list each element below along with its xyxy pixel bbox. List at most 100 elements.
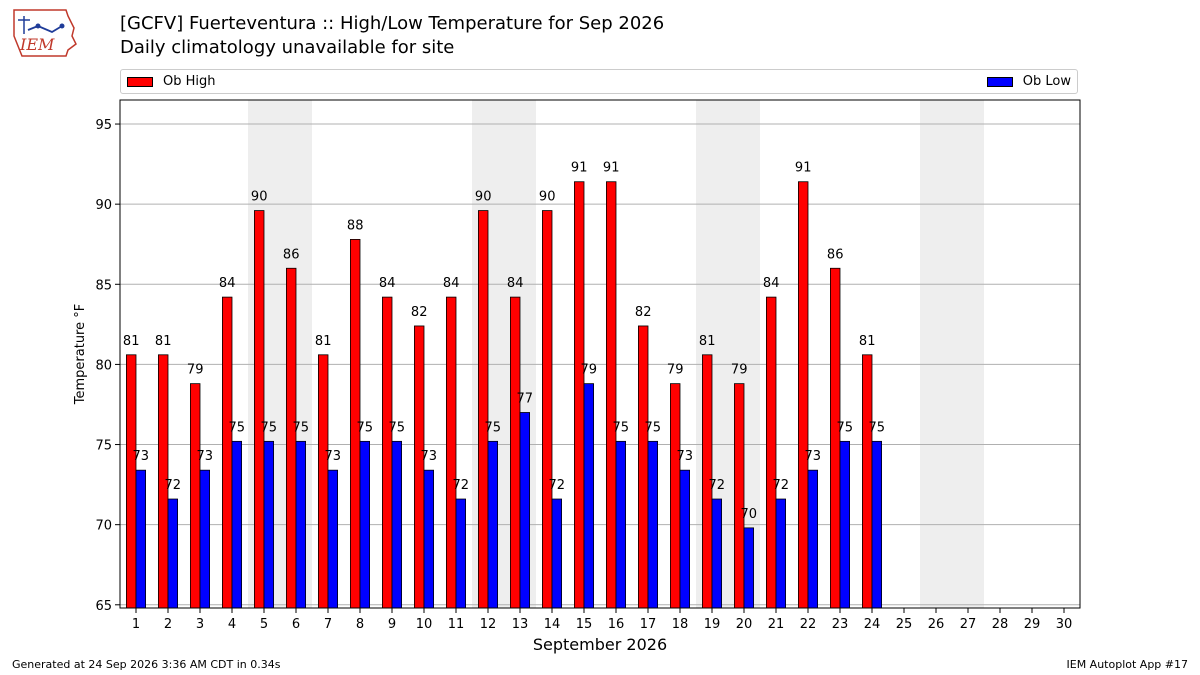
chart-title: [GCFV] Fuerteventura :: High/Low Tempera… — [120, 13, 665, 34]
bar-high-22 — [798, 181, 809, 609]
bar-low-22 — [807, 469, 819, 609]
data-label-high-12: 90 — [475, 190, 492, 205]
bar-high-20 — [734, 383, 745, 609]
y-axis-label: Temperature °F — [73, 304, 88, 405]
bar-high-10 — [413, 325, 425, 609]
data-label-low-19: 72 — [709, 478, 726, 493]
weekend-band-20 — [728, 100, 760, 608]
legend-swatch-high — [127, 76, 153, 87]
x-tick-label-6: 6 — [292, 617, 300, 632]
data-label-low-17: 75 — [645, 420, 662, 435]
data-label-low-21: 72 — [773, 478, 790, 493]
chart-subtitle: Daily climatology unavailable for site — [120, 37, 455, 58]
data-label-high-5: 90 — [251, 190, 268, 205]
y-axis: 65 70 75 80 85 90 95 — [95, 118, 120, 614]
bar-high-24 — [862, 354, 873, 609]
legend-label-high: Ob High — [163, 74, 216, 89]
y-tick-label-80: 80 — [95, 358, 112, 373]
data-label-high-13: 84 — [507, 276, 524, 291]
y-tick-label-75: 75 — [95, 439, 112, 454]
data-label-high-6: 86 — [283, 247, 300, 262]
weekend-band-19 — [696, 100, 728, 608]
bar-high-5 — [253, 210, 265, 609]
bar-low-3 — [199, 469, 211, 609]
x-tick-label-22: 22 — [800, 617, 817, 632]
bar-low-5 — [263, 440, 275, 609]
weekend-band-5 — [248, 100, 280, 608]
bar-low-18 — [679, 469, 691, 609]
bar-low-7 — [327, 469, 339, 609]
bar-high-18 — [670, 383, 681, 609]
bar-high-3 — [189, 383, 201, 609]
data-label-high-9: 84 — [379, 276, 396, 291]
data-label-high-10: 82 — [411, 305, 428, 320]
x-tick-label-10: 10 — [416, 617, 433, 632]
data-label-low-2: 72 — [165, 478, 182, 493]
legend-item-high: Ob High — [127, 74, 216, 89]
data-label-low-16: 75 — [613, 420, 630, 435]
data-label-high-20: 79 — [731, 363, 748, 378]
x-tick-label-8: 8 — [356, 617, 364, 632]
bar-high-15 — [574, 181, 585, 609]
data-label-low-20: 70 — [741, 507, 758, 522]
x-tick-label-27: 27 — [960, 617, 977, 632]
bar-low-1 — [135, 469, 147, 609]
data-label-low-10: 73 — [421, 449, 438, 464]
x-tick-label-11: 11 — [448, 617, 465, 632]
bar-low-12 — [487, 440, 499, 609]
data-label-low-4: 75 — [229, 420, 246, 435]
bar-low-9 — [391, 440, 403, 609]
logo-text: IEM — [19, 35, 55, 54]
x-tick-label-2: 2 — [164, 617, 172, 632]
data-label-low-1: 73 — [133, 449, 150, 464]
weekend-band-12 — [472, 100, 504, 608]
bar-low-19 — [711, 498, 723, 609]
bar-low-14 — [551, 498, 563, 609]
data-label-low-9: 75 — [389, 420, 406, 435]
data-label-high-8: 88 — [347, 218, 364, 233]
data-label-high-18: 79 — [667, 363, 684, 378]
bar-low-16 — [615, 440, 627, 609]
bar-high-7 — [317, 354, 329, 609]
y-tick-label-90: 90 — [95, 198, 112, 213]
bar-high-12 — [477, 210, 489, 609]
data-label-high-17: 82 — [635, 305, 652, 320]
data-label-low-24: 75 — [869, 420, 886, 435]
bar-low-11 — [455, 498, 467, 609]
x-tick-label-1: 1 — [132, 617, 140, 632]
data-label-low-13: 77 — [517, 391, 534, 406]
data-label-high-14: 90 — [539, 190, 556, 205]
bar-high-8 — [349, 239, 361, 609]
data-label-high-16: 91 — [603, 161, 620, 176]
bar-high-23 — [830, 267, 841, 609]
data-label-low-3: 73 — [197, 449, 214, 464]
bar-low-15 — [583, 383, 595, 609]
x-tick-label-29: 29 — [1024, 617, 1041, 632]
bar-low-10 — [423, 469, 435, 609]
data-label-high-4: 84 — [219, 276, 236, 291]
weekend-band-13 — [504, 100, 536, 608]
gridlines — [120, 123, 1080, 606]
x-tick-label-28: 28 — [992, 617, 1009, 632]
bar-high-13 — [509, 296, 521, 609]
x-tick-label-17: 17 — [640, 617, 657, 632]
bar-low-17 — [647, 440, 659, 609]
x-tick-label-7: 7 — [324, 617, 332, 632]
data-labels: 81 73 81 72 79 73 84 75 90 75 86 75 81 73 88 75 84 75 82 73… — [123, 161, 885, 522]
x-axis-label: September 2026 — [533, 635, 667, 654]
y-tick-label-85: 85 — [95, 278, 112, 293]
data-label-low-8: 75 — [357, 420, 374, 435]
weekend-band-6 — [280, 100, 312, 608]
weekend-band-26 — [920, 100, 952, 608]
data-label-low-22: 73 — [805, 449, 822, 464]
bar-low-2 — [167, 498, 179, 609]
data-label-high-2: 81 — [155, 334, 172, 349]
y-tick-label-95: 95 — [95, 118, 112, 133]
legend-swatch-low — [986, 76, 1013, 87]
y-tick-label-70: 70 — [95, 519, 112, 534]
x-tick-label-4: 4 — [228, 617, 236, 632]
x-tick-label-25: 25 — [896, 617, 913, 632]
data-label-high-15: 91 — [571, 161, 588, 176]
bar-high-11 — [445, 296, 457, 609]
data-label-low-5: 75 — [261, 420, 278, 435]
